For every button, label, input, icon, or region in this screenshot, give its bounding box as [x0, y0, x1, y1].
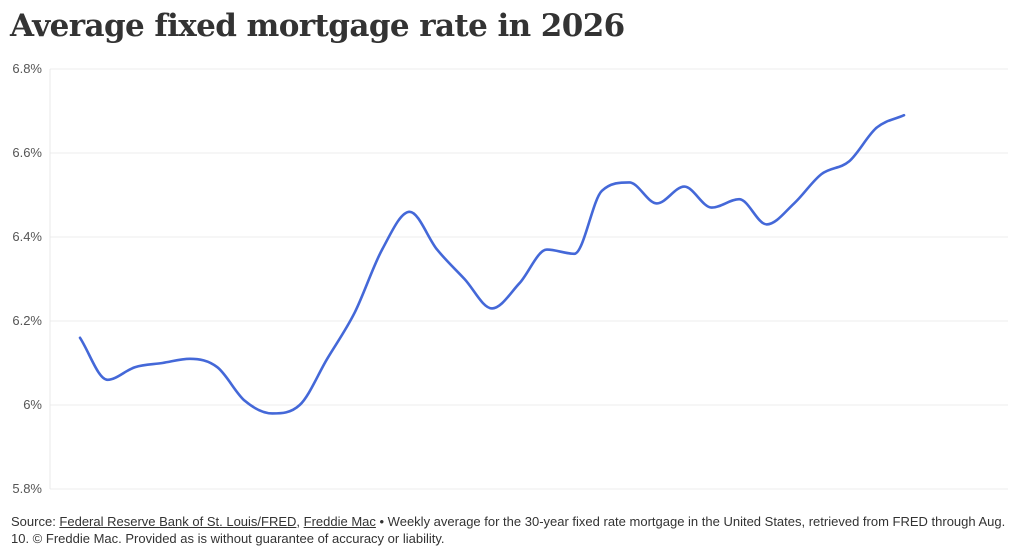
y-axis-labels: 5.8% 6% 6.2% 6.4% 6.6% 6.8% [12, 61, 42, 496]
data-point[interactable] [349, 307, 361, 319]
y-tick-label: 6.8% [12, 61, 42, 76]
data-point[interactable] [733, 193, 745, 205]
data-point[interactable] [541, 244, 553, 256]
series-group [74, 109, 910, 419]
y-tick-label: 6.6% [12, 145, 42, 160]
data-point[interactable] [404, 206, 416, 218]
data-point[interactable] [266, 407, 278, 419]
data-point[interactable] [74, 332, 86, 344]
data-point[interactable] [156, 357, 168, 369]
data-point[interactable] [129, 361, 141, 373]
source-link-fred[interactable]: Federal Reserve Bank of St. Louis/FRED [59, 514, 297, 529]
y-tick-label: 6.2% [12, 313, 42, 328]
data-point[interactable] [459, 273, 471, 285]
y-tick-label: 6.4% [12, 229, 42, 244]
data-point[interactable] [431, 244, 443, 256]
series-line [78, 113, 906, 415]
data-point[interactable] [843, 155, 855, 167]
data-point[interactable] [871, 122, 883, 134]
data-point[interactable] [788, 197, 800, 209]
data-point[interactable] [596, 185, 608, 197]
data-point[interactable] [761, 218, 773, 230]
data-point[interactable] [102, 374, 114, 386]
data-point[interactable] [678, 181, 690, 193]
y-tick-label: 6% [23, 397, 42, 412]
gridlines [50, 68, 1008, 490]
chart-title: Average fixed mortgage rate in 2026 [10, 8, 625, 44]
data-point[interactable] [706, 202, 718, 214]
data-point[interactable] [651, 197, 663, 209]
source-link-freddie-mac[interactable]: Freddie Mac [303, 514, 376, 529]
data-point[interactable] [898, 109, 910, 121]
source-description: • Weekly average for the 30-year fixed r… [11, 514, 1006, 546]
data-point[interactable] [294, 399, 306, 411]
data-point[interactable] [568, 248, 580, 260]
data-point[interactable] [486, 302, 498, 314]
data-point[interactable] [321, 353, 333, 365]
chart-footer: Source: Federal Reserve Bank of St. Loui… [11, 513, 1011, 547]
data-point[interactable] [211, 361, 223, 373]
source-label: Source: [11, 514, 60, 529]
data-point[interactable] [239, 395, 251, 407]
data-point[interactable] [514, 277, 526, 289]
data-point[interactable] [816, 168, 828, 180]
y-tick-label: 5.8% [12, 481, 42, 496]
line-chart: 5.8% 6% 6.2% 6.4% 6.6% 6.8% [12, 61, 1008, 496]
data-point[interactable] [184, 353, 196, 365]
source-separator: , [296, 514, 304, 529]
data-point[interactable] [376, 244, 388, 256]
data-point[interactable] [623, 176, 635, 188]
